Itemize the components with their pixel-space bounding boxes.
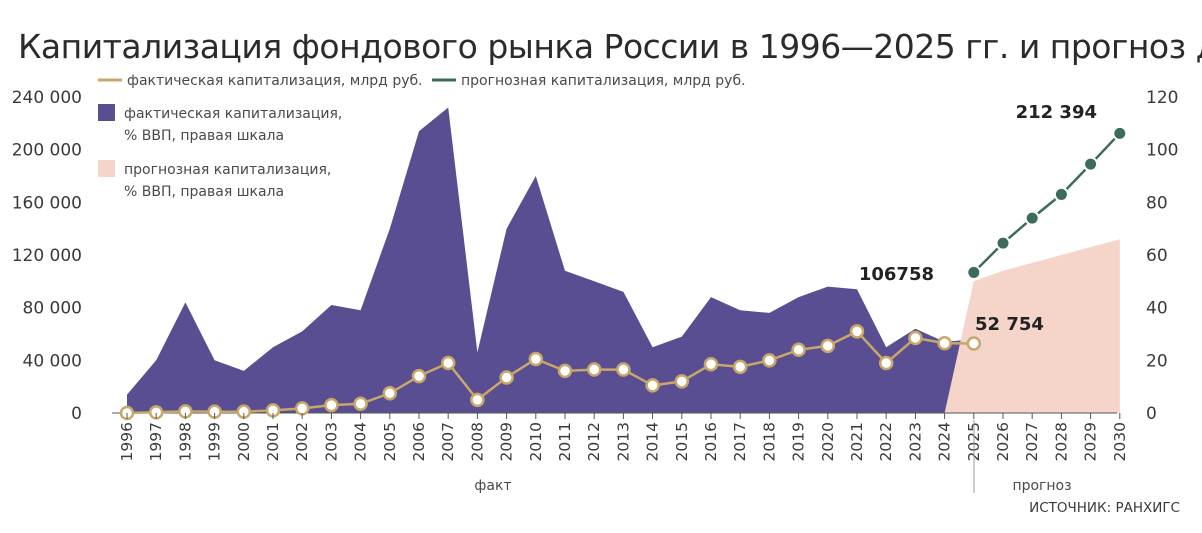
right-tick-label: 0 [1146,404,1157,424]
point-actual-2003 [324,397,339,413]
annotation-forecast-2025: 106758 [859,264,934,285]
x-tick-label: 2019 [790,422,808,461]
x-tick-label: 2026 [994,422,1012,461]
x-tick-label: 2024 [936,422,954,461]
x-tick-label: 2016 [702,422,720,461]
point-actual-2011 [557,363,573,379]
left-tick-label: 120 000 [12,246,82,266]
point-forecast-2028 [1053,186,1069,202]
point-actual-2019 [791,342,806,358]
point-forecast-2030 [1112,125,1128,141]
point-actual-2015 [674,374,690,389]
point-actual-2008 [470,392,485,408]
x-tick-label: 2002 [293,422,311,461]
point-actual-2025 [966,336,982,351]
point-actual-2016 [703,357,719,372]
x-tick-label: 1997 [147,422,165,461]
point-actual-2010 [528,351,544,367]
point-forecast-2025 [966,264,982,280]
point-forecast-2027 [1024,210,1040,226]
area-forecast-gdp [944,239,1120,413]
left-tick-label: 0 [71,404,82,424]
right-tick-label: 120 [1146,88,1178,108]
x-tick-label: 2007 [439,422,457,461]
point-actual-2012 [586,362,602,377]
x-tick-label: 2027 [1023,422,1041,461]
left-tick-label: 160 000 [12,193,82,213]
right-tick-label: 60 [1146,246,1168,266]
point-actual-2013 [616,362,631,377]
point-actual-2024 [937,335,952,351]
point-forecast-2026 [995,235,1011,251]
x-tick-label: 2017 [731,422,749,461]
left-tick-label: 40 000 [23,351,82,371]
x-tick-label: 2006 [410,422,428,461]
x-tick-label: 2023 [906,422,924,461]
point-actual-2014 [645,378,660,393]
x-tick-label: 2021 [848,422,866,461]
x-tick-label: 2003 [322,422,340,461]
point-actual-2017 [732,359,748,375]
right-tick-label: 40 [1146,299,1168,319]
x-tick-label: 2001 [264,422,282,461]
x-tick-label: 1999 [206,422,224,461]
legend-actual-area-l2: % ВВП, правая шкала [124,128,284,144]
point-actual-2022 [878,355,894,371]
x-tick-label: 2009 [498,422,516,461]
point-actual-2009 [499,370,514,385]
left-tick-label: 200 000 [12,141,82,161]
x-tick-label: 2000 [235,422,253,461]
x-tick-label: 2008 [468,422,486,461]
point-actual-2004 [353,396,368,412]
point-actual-2021 [849,324,865,339]
annotation-forecast-2030: 212 394 [1016,102,1097,123]
x-tick-label: 2029 [1082,422,1100,461]
x-tick-label: 2010 [527,422,545,461]
source-note: ИСТОЧНИК: РАНХИГС [1029,500,1180,516]
left-tick-label: 80 000 [23,299,82,319]
legend-forecast-area-swatch [98,160,115,177]
legend-forecast-line: прогнозная капитализация, млрд руб. [461,73,746,89]
plot-area [112,107,1128,421]
x-tick-label: 2012 [585,422,603,461]
legend-actual-area-l1: фактическая капитализация, [124,106,342,122]
annotation-actual-2025: 52 754 [975,314,1044,335]
x-tick-label: 2028 [1052,422,1070,461]
legend-forecast-area-l2: % ВВП, правая шкала [124,184,284,200]
point-actual-2007 [440,355,456,371]
x-tick-label: 2011 [556,422,574,461]
x-tick-label: 2022 [877,422,895,461]
legend-forecast-area-l1: прогнозная капитализация, [124,162,331,178]
x-tick-label: 2030 [1111,422,1129,461]
x-tick-label: 2004 [352,422,370,461]
legend-actual-line: фактическая капитализация, млрд руб. [127,73,423,89]
x-tick-label: 2005 [381,422,399,461]
period-fact-label: факт [474,478,511,494]
area-actual-gdp [127,107,1003,413]
point-actual-2023 [908,330,923,346]
period-forecast-label: прогноз [1012,478,1071,494]
point-actual-2006 [411,368,427,384]
legend: фактическая капитализация, млрд руб. про… [98,73,746,200]
point-actual-2002 [294,401,310,416]
x-tick-label: 1998 [176,422,194,461]
x-tick-label: 2020 [819,422,837,461]
point-forecast-2029 [1083,156,1099,172]
legend-actual-area-swatch [98,104,115,121]
point-actual-2018 [762,353,777,368]
chart-title: Капитализация фондового рынка России в 1… [18,27,1202,66]
x-tick-label: 2015 [673,422,691,461]
point-actual-2020 [820,338,836,354]
x-tick-label: 2013 [614,422,632,461]
left-tick-label: 240 000 [12,88,82,108]
right-tick-label: 20 [1146,351,1168,371]
right-tick-label: 80 [1146,193,1168,213]
point-actual-2005 [382,386,398,401]
right-tick-label: 100 [1146,141,1178,161]
x-tick-label: 2014 [644,422,662,461]
x-tick-label: 1996 [118,422,136,461]
x-tick-label: 2018 [760,422,778,461]
